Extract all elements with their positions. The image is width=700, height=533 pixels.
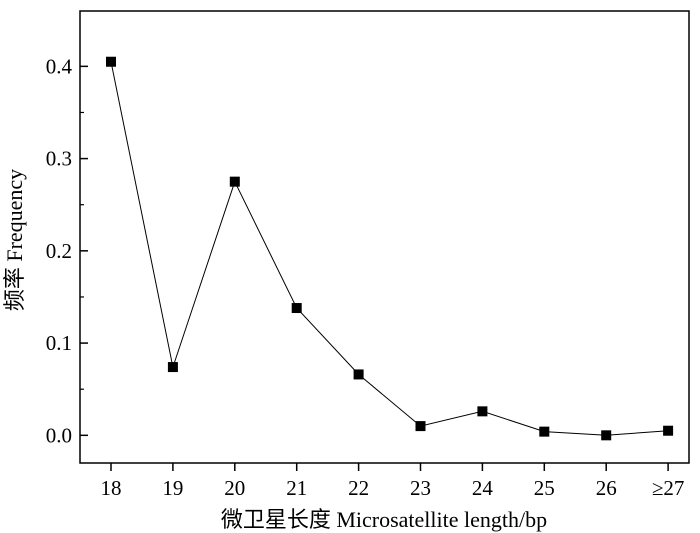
plot-frame (79, 10, 690, 464)
x-axis-title: 微卫星长度 Microsatellite length/bp (221, 507, 547, 532)
x-tick-label: 24 (472, 476, 494, 500)
data-point (601, 430, 612, 441)
y-axis-title: 频率 Frequency (2, 169, 27, 311)
x-tick-label: 18 (101, 476, 122, 500)
data-point (477, 406, 488, 417)
y-tick-label: 0.1 (46, 331, 72, 355)
x-tick-label: 23 (410, 476, 431, 500)
data-point (229, 176, 240, 187)
y-tick-label: 0.4 (46, 54, 73, 78)
x-tick-label: 21 (286, 476, 307, 500)
data-point (663, 425, 674, 436)
x-tick-label: ≥27 (652, 476, 685, 500)
data-point (106, 56, 116, 67)
data-point (167, 362, 178, 373)
x-tick-label: 22 (348, 476, 369, 500)
data-point (291, 303, 302, 314)
y-tick-label: 0.0 (46, 423, 72, 447)
x-tick-label: 20 (224, 476, 245, 500)
x-tick-label: 25 (534, 476, 555, 500)
series-line (110, 61, 669, 436)
x-tick-label: 26 (596, 476, 617, 500)
y-tick-label: 0.2 (46, 239, 72, 263)
y-tick-label: 0.3 (46, 147, 72, 171)
x-tick-label: 19 (162, 476, 183, 500)
data-point (539, 426, 550, 437)
data-markers (106, 56, 674, 441)
data-point (415, 421, 426, 432)
data-point (353, 369, 364, 380)
y-axis: 0.0 0.1 0.2 0.3 0.4 (46, 54, 88, 447)
x-axis: 18 19 20 21 22 23 24 25 26 ≥27 (101, 463, 685, 500)
